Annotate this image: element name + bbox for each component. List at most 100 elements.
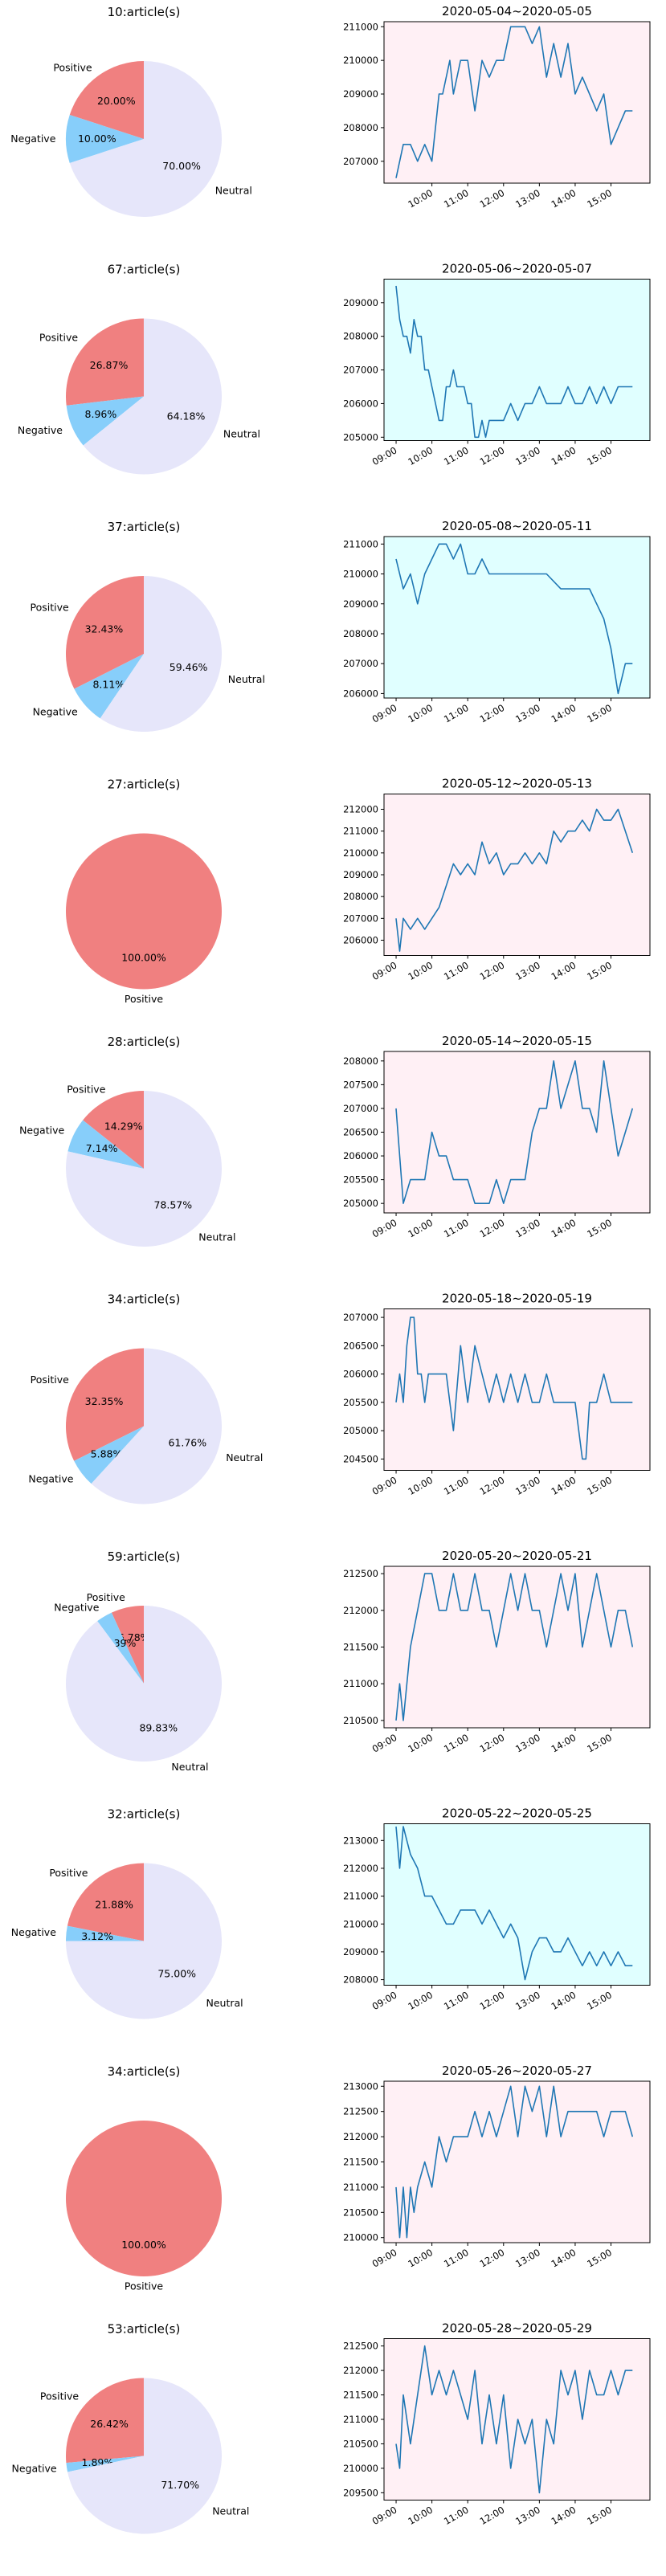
- y-tick-label: 208000: [343, 891, 378, 902]
- pie-label-positive: Positive: [40, 2390, 79, 2402]
- pie-label-neutral: Neutral: [223, 428, 260, 440]
- pie-pct-negative: 3.12%: [81, 1930, 113, 1942]
- x-tick-label: 11:00: [442, 1474, 471, 1497]
- y-tick-label: 212000: [343, 2365, 378, 2376]
- plot-area: [384, 279, 650, 441]
- pie-chart: Positive 32.35% Negative 5.88% Neutral 61.76%: [28, 1348, 263, 1504]
- line-title: 2020-05-06~2020-05-07: [442, 262, 592, 276]
- x-tick-label: 14:00: [550, 1989, 578, 2012]
- plot-frame: [383, 1051, 651, 1214]
- x-tick-label: 15:00: [585, 1217, 614, 1240]
- y-tick-label: 211500: [343, 1642, 378, 1653]
- x-tick-label: 11:00: [442, 1217, 471, 1240]
- pie-title: 28:article(s): [108, 1035, 181, 1049]
- pie-title: 27:article(s): [108, 778, 181, 792]
- price-line: [395, 543, 633, 695]
- line-title: 2020-05-12~2020-05-13: [442, 777, 592, 791]
- pie-slice-negative: [97, 1612, 144, 1684]
- x-tick-label: 09:00: [370, 959, 399, 982]
- y-tick-label: 205000: [343, 1425, 378, 1436]
- plot-frame: [383, 21, 651, 184]
- pie-slice-positive: [66, 2378, 144, 2464]
- chart-row-8: 32:article(s) Positive 21.88% Negative 3.12%…: [11, 1806, 651, 2019]
- line-title: 2020-05-20~2020-05-21: [442, 1549, 592, 1563]
- pie-pct-neutral: 89.83%: [139, 1721, 178, 1733]
- y-tick-label: 212000: [343, 1863, 378, 1874]
- y-tick-label: 207000: [343, 156, 378, 167]
- pie-label-positive: Positive: [39, 332, 78, 344]
- y-tick-label: 208000: [343, 1974, 378, 1986]
- x-tick-label: 15:00: [585, 702, 614, 725]
- x-tick-label: 13:00: [513, 2504, 542, 2527]
- y-tick-label: 206000: [343, 1150, 378, 1161]
- y-tick-label: 213000: [343, 2080, 378, 2092]
- y-tick-label: 211000: [343, 2414, 378, 2425]
- y-tick-label: 208000: [343, 122, 378, 133]
- price-line: [395, 2345, 633, 2494]
- y-tick-label: 207000: [343, 658, 378, 669]
- pie-slice-positive: [69, 61, 144, 139]
- y-tick-label: 211500: [343, 2390, 378, 2401]
- x-tick-label: 11:00: [442, 959, 471, 982]
- chart-row-9: 34:article(s) Positive 100.00% 2020-05-26~2…: [66, 2064, 651, 2292]
- chart-row-10: 53:article(s)Positive26.42%Negative1.89%…: [11, 2321, 651, 2534]
- pie-pct-positive: 20.00%: [97, 95, 136, 107]
- pie-label-negative: Negative: [54, 1602, 99, 1614]
- pie-pct-negative: 8.11%: [92, 678, 125, 690]
- x-tick-label: 14:00: [550, 187, 578, 210]
- plot-area: [384, 537, 650, 698]
- pie-label-positive: Positive: [31, 602, 69, 614]
- pie-slice-negative: [74, 1426, 144, 1484]
- plot-area: [384, 1566, 650, 1728]
- x-tick-label: 10:00: [406, 702, 435, 725]
- pie-pct-neutral: 71.70%: [161, 2479, 199, 2491]
- pie-pct-negative: 8.96%: [85, 408, 117, 420]
- line-title: 2020-05-04~2020-05-05: [442, 4, 592, 18]
- pie-label-negative: Negative: [19, 1125, 64, 1137]
- pie-pct-positive: 14.29%: [104, 1121, 143, 1133]
- y-tick-label: 208000: [343, 1055, 378, 1067]
- x-tick-label: 10:00: [406, 444, 435, 467]
- pie-label-negative: Negative: [10, 133, 55, 145]
- line-chart: 206000 207000 208000 209000 210000 211000 09:0…: [343, 536, 651, 725]
- x-tick-label: 11:00: [442, 1732, 471, 1755]
- plot-frame: [383, 1566, 651, 1729]
- pie-title: 34:article(s): [108, 1292, 181, 1307]
- x-tick-label: 11:00: [442, 444, 471, 467]
- pie-slice-neutral: [65, 1091, 222, 1247]
- y-tick-label: 207000: [343, 912, 378, 924]
- pie-label-positive: Positive: [125, 2280, 163, 2292]
- plot-frame: [383, 2338, 651, 2500]
- y-tick-label: 211000: [343, 2182, 378, 2193]
- pie-pct-positive: 26.87%: [90, 359, 129, 371]
- y-tick-label: 211000: [343, 21, 378, 32]
- price-line: [395, 1826, 633, 1981]
- y-tick-label: 206000: [343, 935, 378, 946]
- x-tick-label: 13:00: [513, 2247, 542, 2270]
- x-tick-label: 15:00: [585, 1732, 614, 1755]
- pie-slice-negative: [67, 1120, 144, 1169]
- line-title: 2020-05-08~2020-05-11: [442, 519, 592, 533]
- pie-pct-negative: 7.14%: [86, 1142, 118, 1154]
- pie-slice-neutral: [66, 1606, 223, 1762]
- pie-slice-positive: [66, 2121, 222, 2276]
- y-tick-label: 210000: [343, 569, 378, 580]
- y-tick-label: 212000: [343, 1605, 378, 1616]
- x-tick-label: 12:00: [478, 444, 507, 467]
- pie-slice-negative: [66, 115, 144, 163]
- y-tick-label: 204500: [343, 1453, 378, 1464]
- x-tick-label: 09:00: [370, 1474, 399, 1497]
- pie-title: 10:article(s): [108, 5, 181, 19]
- y-tick-label: 210000: [343, 1918, 378, 1929]
- x-tick-label: 14:00: [550, 1474, 578, 1497]
- y-tick-label: 209000: [343, 598, 378, 610]
- plot-area: [384, 2081, 650, 2243]
- x-tick-label: 13:00: [513, 444, 542, 467]
- x-tick-label: 09:00: [370, 702, 399, 725]
- x-tick-label: 10:00: [406, 2247, 435, 2270]
- pie-slice-neutral: [83, 318, 222, 475]
- line-title: 2020-05-18~2020-05-19: [442, 1292, 592, 1306]
- pie-slice-positive: [66, 833, 222, 990]
